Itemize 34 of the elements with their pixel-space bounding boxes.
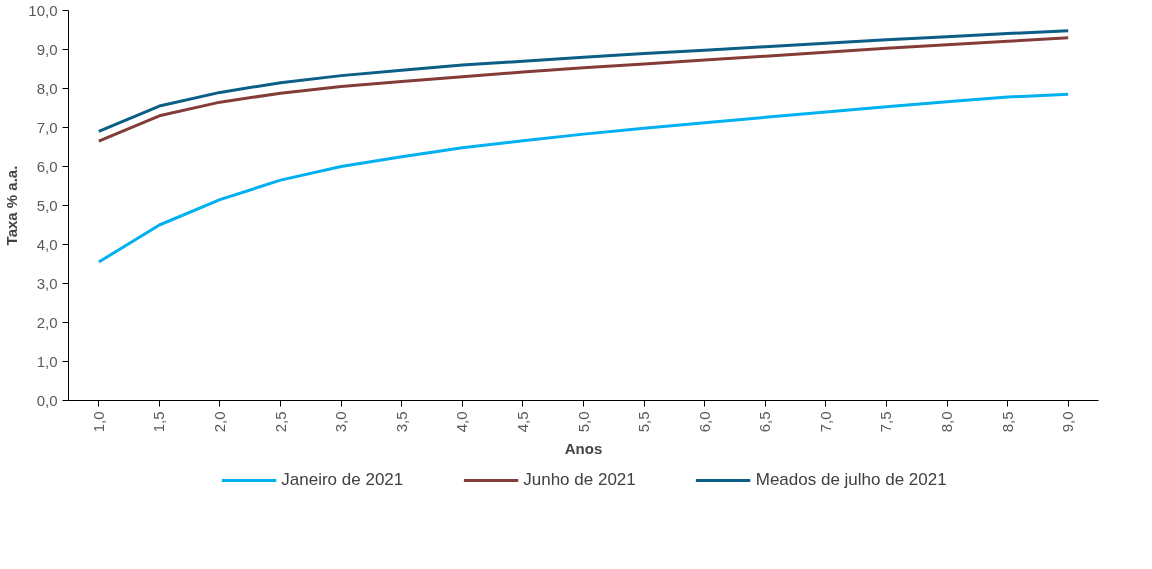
y-axis-title: Taxa % a.a. [3, 165, 21, 246]
x-tick-label: 8,5 [998, 411, 1016, 433]
x-tick-label: 1,0 [89, 411, 107, 433]
legend-label: Junho de 2021 [523, 470, 636, 490]
x-tick-label: 1,5 [150, 411, 168, 433]
x-tick-label: 4,0 [453, 411, 471, 433]
y-tick-label: 7,0 [36, 118, 58, 136]
y-tick-label: 6,0 [36, 157, 58, 175]
x-tick-label: 9,0 [1059, 411, 1077, 433]
x-tick-label: 2,0 [210, 411, 228, 433]
x-tick-label: 4,5 [513, 411, 531, 433]
y-tick-label: 4,0 [36, 235, 58, 253]
x-tick-label: 3,0 [332, 411, 350, 433]
x-tick-label: 3,5 [392, 411, 410, 433]
y-tick-label: 1,0 [36, 352, 58, 370]
x-tick-label: 5,0 [574, 411, 592, 433]
x-axis-title: Anos [564, 440, 603, 458]
y-tick-label: 9,0 [36, 40, 58, 58]
y-tick-label: 2,0 [36, 313, 58, 331]
y-tick-label: 5,0 [36, 196, 58, 214]
y-tick-label: 8,0 [36, 79, 58, 97]
x-tick-label: 7,5 [877, 411, 895, 433]
x-tick-label: 7,0 [816, 411, 834, 433]
y-tick-label: 0,0 [36, 391, 58, 409]
legend-label: Meados de julho de 2021 [755, 470, 947, 490]
line-series [97, 92, 1070, 264]
x-tick-label: 8,0 [938, 411, 956, 433]
y-tick-label: 3,0 [36, 274, 58, 292]
x-tick-label: 2,5 [271, 411, 289, 433]
legend-label: Janeiro de 2021 [281, 470, 404, 490]
x-tick-label: 6,5 [756, 411, 774, 433]
y-tick-label: 10,0 [28, 1, 58, 19]
x-tick-label: 5,5 [635, 411, 653, 433]
x-tick-label: 6,0 [695, 411, 713, 433]
